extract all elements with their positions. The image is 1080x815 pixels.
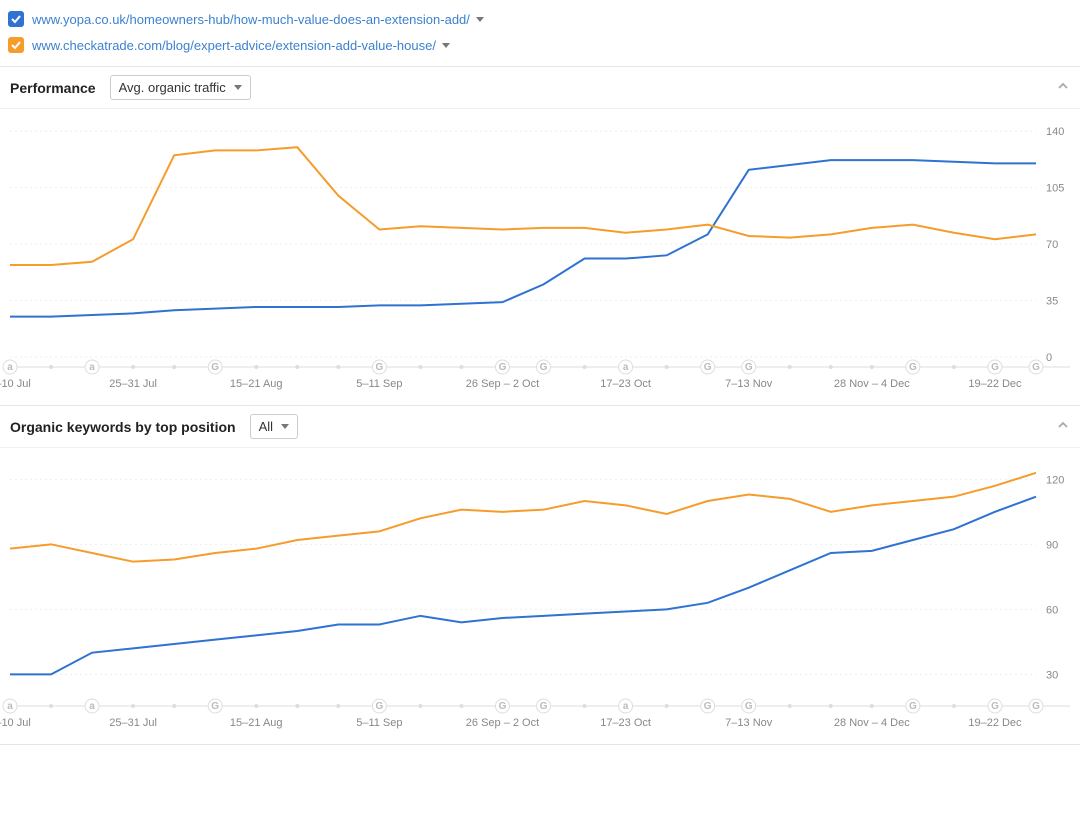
- svg-text:35: 35: [1046, 296, 1058, 308]
- svg-text:G: G: [704, 362, 712, 373]
- svg-text:G: G: [211, 362, 219, 373]
- svg-text:17–23 Oct: 17–23 Oct: [600, 378, 651, 390]
- svg-text:G: G: [375, 362, 383, 373]
- svg-text:G: G: [991, 701, 999, 712]
- svg-text:140: 140: [1046, 126, 1064, 138]
- svg-text:7–13 Nov: 7–13 Nov: [725, 717, 773, 729]
- svg-text:4–10 Jul: 4–10 Jul: [0, 717, 31, 729]
- svg-text:60: 60: [1046, 604, 1058, 616]
- panel-title: Organic keywords by top position: [10, 419, 236, 435]
- svg-text:G: G: [745, 701, 753, 712]
- svg-text:70: 70: [1046, 239, 1058, 251]
- chevron-down-icon[interactable]: [442, 43, 450, 48]
- svg-text:G: G: [909, 362, 917, 373]
- legend-label-b: www.checkatrade.com/blog/expert-advice/e…: [32, 38, 436, 53]
- checkbox-icon[interactable]: [8, 11, 24, 27]
- panel-keywords: Organic keywords by top position All 30 6…: [0, 406, 1080, 745]
- svg-text:a: a: [623, 362, 629, 373]
- svg-text:5–11 Sep: 5–11 Sep: [356, 378, 402, 390]
- svg-text:26 Sep – 2 Oct: 26 Sep – 2 Oct: [466, 378, 539, 390]
- panel-header: Organic keywords by top position All: [0, 406, 1080, 448]
- svg-text:G: G: [540, 362, 548, 373]
- panel-title: Performance: [10, 80, 96, 96]
- svg-text:0: 0: [1046, 352, 1052, 364]
- svg-text:a: a: [89, 701, 95, 712]
- svg-text:a: a: [89, 362, 95, 373]
- panel-header: Performance Avg. organic traffic: [0, 67, 1080, 109]
- svg-text:G: G: [704, 701, 712, 712]
- svg-text:G: G: [1032, 362, 1040, 373]
- url-legend: www.yopa.co.uk/homeowners-hub/how-much-v…: [0, 0, 1080, 66]
- svg-text:a: a: [7, 362, 13, 373]
- svg-text:90: 90: [1046, 539, 1058, 551]
- keywords-chart: 30 60 90 120 a a G G G Ga G G G G G 4–10 Jul 25–31 Jul 15…: [0, 448, 1080, 744]
- svg-text:G: G: [909, 701, 917, 712]
- svg-text:17–23 Oct: 17–23 Oct: [600, 717, 651, 729]
- chevron-down-icon: [234, 85, 242, 90]
- legend-label-a: www.yopa.co.uk/homeowners-hub/how-much-v…: [32, 12, 470, 27]
- svg-text:105: 105: [1046, 183, 1064, 195]
- svg-text:15–21 Aug: 15–21 Aug: [230, 378, 283, 390]
- legend-item-a[interactable]: www.yopa.co.uk/homeowners-hub/how-much-v…: [8, 6, 1072, 32]
- svg-text:19–22 Dec: 19–22 Dec: [968, 717, 1022, 729]
- svg-text:4–10 Jul: 4–10 Jul: [0, 378, 31, 390]
- dropdown-label: All: [259, 419, 273, 434]
- svg-text:G: G: [375, 701, 383, 712]
- svg-text:G: G: [745, 362, 753, 373]
- svg-text:120: 120: [1046, 474, 1064, 486]
- svg-text:G: G: [211, 701, 219, 712]
- svg-text:25–31 Jul: 25–31 Jul: [109, 378, 157, 390]
- svg-text:5–11 Sep: 5–11 Sep: [356, 717, 402, 729]
- svg-text:G: G: [991, 362, 999, 373]
- panel-performance: Performance Avg. organic traffic 0 35 70 10…: [0, 66, 1080, 406]
- chevron-down-icon: [281, 424, 289, 429]
- svg-text:19–22 Dec: 19–22 Dec: [968, 378, 1022, 390]
- performance-chart: 0 35 70 105 140 a a G G G Ga G G G G G 4–10 Jul 25–31 Jul…: [0, 109, 1080, 405]
- checkbox-icon[interactable]: [8, 37, 24, 53]
- svg-text:G: G: [499, 362, 507, 373]
- svg-text:a: a: [7, 701, 13, 712]
- svg-text:28 Nov – 4 Dec: 28 Nov – 4 Dec: [834, 378, 910, 390]
- svg-text:28 Nov – 4 Dec: 28 Nov – 4 Dec: [834, 717, 910, 729]
- collapse-icon[interactable]: [1056, 418, 1070, 435]
- filter-dropdown[interactable]: All: [250, 414, 298, 439]
- dropdown-label: Avg. organic traffic: [119, 80, 226, 95]
- chevron-down-icon[interactable]: [476, 17, 484, 22]
- svg-text:25–31 Jul: 25–31 Jul: [109, 717, 157, 729]
- svg-text:15–21 Aug: 15–21 Aug: [230, 717, 283, 729]
- svg-text:30: 30: [1046, 669, 1058, 681]
- svg-text:G: G: [499, 701, 507, 712]
- legend-item-b[interactable]: www.checkatrade.com/blog/expert-advice/e…: [8, 32, 1072, 58]
- svg-text:G: G: [540, 701, 548, 712]
- metric-dropdown[interactable]: Avg. organic traffic: [110, 75, 251, 100]
- svg-text:26 Sep – 2 Oct: 26 Sep – 2 Oct: [466, 717, 539, 729]
- svg-text:7–13 Nov: 7–13 Nov: [725, 378, 773, 390]
- svg-text:a: a: [623, 701, 629, 712]
- svg-text:G: G: [1032, 701, 1040, 712]
- collapse-icon[interactable]: [1056, 79, 1070, 96]
